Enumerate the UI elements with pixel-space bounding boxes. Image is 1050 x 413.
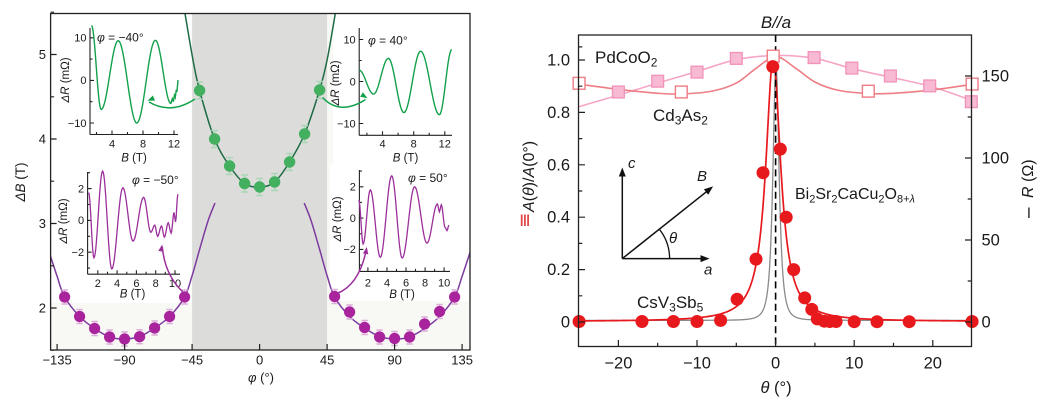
svg-text:50: 50	[982, 232, 1000, 250]
svg-text:0.4: 0.4	[547, 209, 570, 227]
svg-text:6: 6	[133, 278, 139, 290]
svg-text:−90: −90	[114, 353, 136, 368]
svg-text:θ: θ	[669, 230, 677, 247]
svg-text:4: 4	[379, 139, 385, 151]
svg-text:8: 8	[411, 139, 417, 151]
svg-text:Bi2Sr2CaCu2O8+λ: Bi2Sr2CaCu2O8+λ	[795, 186, 915, 206]
svg-text:5: 5	[39, 47, 46, 62]
svg-text:100: 100	[982, 150, 1010, 168]
svg-text:−20: −20	[604, 355, 632, 373]
svg-text:0: 0	[80, 75, 86, 87]
svg-text:θ (°): θ (°)	[760, 379, 791, 397]
svg-text:10: 10	[845, 355, 863, 373]
svg-text:2: 2	[350, 182, 356, 194]
svg-text:−2: −2	[72, 247, 85, 259]
svg-text:20: 20	[924, 355, 942, 373]
svg-text:−45: −45	[181, 353, 203, 368]
svg-text:ΔR (mΩ): ΔR (mΩ)	[60, 57, 72, 103]
svg-text:φ = 40°: φ = 40°	[368, 34, 408, 48]
svg-text:a: a	[704, 262, 712, 279]
svg-text:3: 3	[39, 216, 46, 231]
svg-text:−135: −135	[42, 353, 71, 368]
svg-text:4: 4	[384, 278, 390, 290]
svg-text:0: 0	[256, 353, 263, 368]
svg-text:PdCoO2: PdCoO2	[595, 48, 658, 70]
svg-text:12: 12	[168, 139, 180, 151]
svg-text:−10: −10	[337, 118, 356, 130]
svg-text:4: 4	[114, 278, 120, 290]
svg-text:10: 10	[438, 278, 450, 290]
svg-text:ΔB (T): ΔB (T)	[13, 162, 28, 202]
svg-text:B (T): B (T)	[121, 153, 147, 165]
svg-text:ΔR (mΩ): ΔR (mΩ)	[332, 196, 344, 242]
svg-text:ΔR (mΩ): ΔR (mΩ)	[58, 198, 70, 244]
svg-text:150: 150	[982, 68, 1010, 86]
svg-text:8: 8	[422, 278, 428, 290]
svg-text:φ = −40°: φ = −40°	[97, 31, 144, 45]
svg-text:0.6: 0.6	[547, 156, 570, 174]
svg-text:0: 0	[771, 355, 780, 373]
svg-text:Cd3As2: Cd3As2	[653, 106, 708, 128]
svg-text:2: 2	[78, 183, 84, 195]
svg-text:0: 0	[982, 314, 991, 332]
svg-text:0: 0	[350, 213, 356, 225]
svg-text:0: 0	[350, 76, 356, 88]
svg-text:1.0: 1.0	[547, 52, 570, 70]
svg-text:6: 6	[403, 278, 409, 290]
svg-text:A(θ)/A(0°): A(θ)/A(0°)	[521, 141, 538, 213]
svg-text:B//a: B//a	[761, 13, 791, 32]
svg-text:0: 0	[78, 215, 84, 227]
svg-text:B: B	[697, 168, 707, 185]
svg-text:φ = −50°: φ = −50°	[132, 173, 179, 187]
svg-text:90: 90	[387, 353, 401, 368]
svg-text:c: c	[628, 155, 636, 172]
svg-text:−2: −2	[343, 244, 356, 256]
svg-text:135: 135	[451, 353, 473, 368]
svg-text:0.2: 0.2	[547, 261, 570, 279]
svg-text:2: 2	[365, 278, 371, 290]
svg-text:B (T): B (T)	[393, 153, 419, 165]
svg-text:8: 8	[140, 139, 146, 151]
svg-text:4: 4	[39, 132, 46, 147]
svg-text:φ (°): φ (°)	[248, 370, 274, 385]
svg-text:12: 12	[439, 139, 451, 151]
svg-text:0.8: 0.8	[547, 104, 570, 122]
svg-text:4: 4	[109, 139, 115, 151]
svg-text:CsV3Sb5: CsV3Sb5	[637, 293, 704, 315]
svg-text:R (Ω): R (Ω)	[1020, 159, 1037, 198]
svg-text:B (T): B (T)	[389, 289, 415, 301]
svg-text:10: 10	[74, 33, 86, 45]
svg-text:−10: −10	[68, 118, 87, 130]
svg-text:ΔR (mΩ): ΔR (mΩ)	[330, 60, 342, 106]
svg-text:2: 2	[95, 278, 101, 290]
svg-text:10: 10	[343, 34, 355, 46]
svg-text:45: 45	[320, 353, 334, 368]
svg-text:B (T): B (T)	[120, 289, 146, 301]
svg-text:φ = 50°: φ = 50°	[408, 171, 448, 185]
svg-text:−10: −10	[683, 355, 711, 373]
svg-text:2: 2	[39, 301, 46, 316]
svg-text:8: 8	[153, 278, 159, 290]
svg-text:0: 0	[561, 314, 570, 332]
